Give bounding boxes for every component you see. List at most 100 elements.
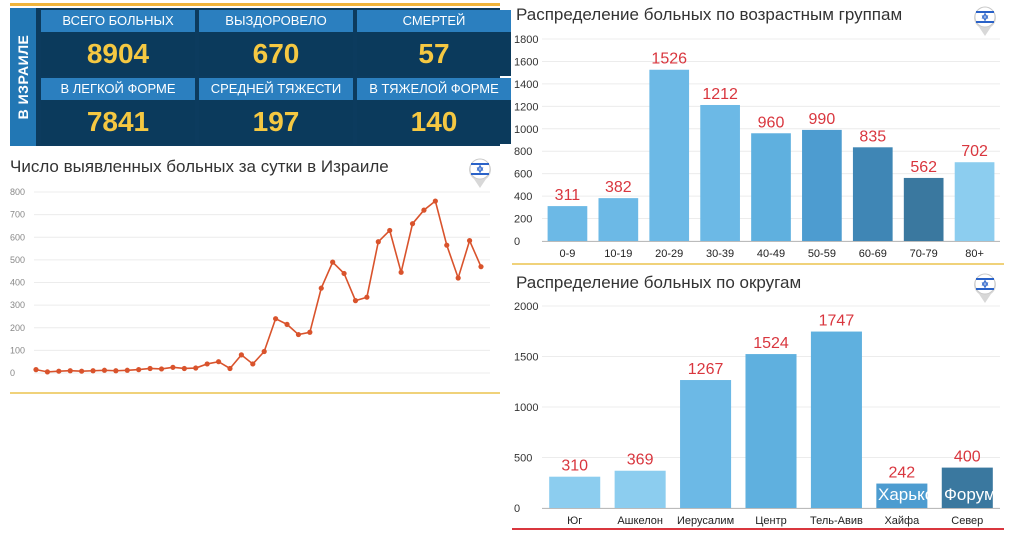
- category-label: 0-9: [559, 248, 575, 260]
- data-point: [318, 285, 324, 291]
- y-tick-label: 1000: [514, 402, 538, 414]
- category-label: Юг: [567, 515, 582, 527]
- data-point: [387, 227, 393, 234]
- y-tick-label: 0: [514, 236, 520, 248]
- data-point: [375, 239, 381, 245]
- y-tick-label: 400: [514, 191, 532, 203]
- line-chart-bottom-rule: [10, 392, 500, 394]
- data-label: 562: [910, 159, 937, 176]
- data-label: 990: [809, 111, 836, 128]
- data-point: [170, 364, 176, 370]
- y-tick-label: 1000: [514, 124, 538, 136]
- category-label: 10-19: [604, 248, 632, 260]
- data-label: 960: [758, 114, 785, 131]
- data-point: [273, 316, 279, 322]
- watermark-text: Харько: [878, 485, 934, 504]
- israel-flag-pin-icon: [469, 158, 491, 188]
- bar: [745, 354, 797, 508]
- y-tick-label: 0: [514, 503, 520, 515]
- bar: [941, 467, 993, 508]
- data-point: [181, 365, 187, 372]
- y-tick-label: 500: [10, 255, 25, 265]
- data-point: [158, 366, 165, 372]
- category-label: 50-59: [808, 248, 836, 260]
- stat-value: 140: [357, 100, 511, 144]
- stat-total: ВСЕГО БОЛЬНЫХ 8904: [41, 10, 195, 76]
- y-tick-label: 1400: [514, 79, 538, 91]
- stat-value: 8904: [41, 32, 195, 76]
- data-point: [124, 367, 130, 373]
- category-label: 30-39: [706, 248, 734, 260]
- y-tick-label: 600: [514, 169, 532, 181]
- category-label: Тель-Авив: [810, 515, 863, 527]
- y-tick-label: 200: [10, 323, 25, 333]
- data-point: [204, 361, 210, 367]
- stat-severe: В ТЯЖЕЛОЙ ФОРМЕ 140: [357, 78, 511, 144]
- data-point: [284, 321, 290, 327]
- data-point: [113, 368, 119, 374]
- bar: [700, 104, 740, 241]
- stat-value: 7841: [41, 100, 195, 144]
- data-label: 1526: [651, 51, 687, 68]
- side-label: В ИЗРАИЛЕ: [10, 8, 36, 146]
- y-tick-label: 500: [514, 453, 532, 465]
- israel-flag-pin-icon: [974, 6, 996, 36]
- stat-value: 670: [199, 32, 353, 76]
- data-point: [90, 368, 96, 374]
- y-tick-label: 1200: [514, 101, 538, 113]
- category-label: Иерусалим: [677, 515, 734, 527]
- bar: [598, 198, 639, 241]
- district-chart-title: Распределение больных по округам: [516, 273, 802, 292]
- stats-panel: В ИЗРАИЛЕ ВСЕГО БОЛЬНЫХ 8904 ВЫЗДОРОВЕЛО 6…: [10, 3, 511, 146]
- category-label: 80+: [965, 248, 984, 260]
- data-label: 1267: [688, 361, 724, 378]
- data-label: 382: [605, 179, 632, 196]
- stat-recovered: ВЫЗДОРОВЕЛО 670: [199, 10, 353, 76]
- y-tick-label: 800: [514, 146, 532, 158]
- y-tick-label: 1800: [514, 34, 538, 46]
- bar: [547, 206, 588, 241]
- y-tick-label: 2000: [514, 301, 538, 313]
- data-label: 310: [561, 458, 588, 475]
- data-label: 311: [555, 187, 581, 204]
- data-point: [79, 368, 85, 374]
- data-label: 1747: [819, 313, 855, 330]
- y-tick-label: 1500: [514, 352, 538, 364]
- bar: [802, 129, 842, 241]
- data-point: [409, 221, 416, 227]
- bar: [649, 69, 690, 241]
- stats-accent-line: [10, 3, 500, 6]
- category-label: 60-69: [859, 248, 887, 260]
- stat-label: В ТЯЖЕЛОЙ ФОРМЕ: [357, 78, 511, 100]
- data-point: [238, 352, 244, 358]
- stat-value: 197: [199, 100, 353, 144]
- bar: [614, 470, 666, 508]
- y-tick-label: 300: [10, 300, 25, 310]
- age-chart-title: Распределение больных по возрастным груп…: [516, 5, 903, 24]
- category-label: Центр: [755, 515, 787, 527]
- district-chart-bottom-rule: [512, 528, 1004, 530]
- data-point: [147, 365, 153, 372]
- data-point: [101, 367, 108, 373]
- y-tick-label: 100: [10, 345, 25, 355]
- data-point: [478, 264, 484, 270]
- stat-value: 57: [357, 32, 511, 76]
- data-point: [364, 294, 370, 300]
- category-label: Ашкелон: [617, 515, 663, 527]
- y-tick-label: 1600: [514, 56, 538, 68]
- data-label: 1524: [753, 335, 789, 352]
- bar: [876, 483, 928, 508]
- data-point: [421, 207, 427, 213]
- stat-label: ВСЕГО БОЛЬНЫХ: [41, 10, 195, 32]
- stat-deaths: СМЕРТЕЙ 57: [357, 10, 511, 76]
- category-label: 70-79: [910, 248, 938, 260]
- category-label: 40-49: [757, 248, 785, 260]
- series-line: [35, 199, 482, 373]
- stat-label: СМЕРТЕЙ: [357, 10, 511, 32]
- data-point: [193, 365, 199, 371]
- bar: [903, 177, 944, 241]
- data-point: [466, 238, 473, 244]
- y-tick-label: 600: [10, 232, 25, 242]
